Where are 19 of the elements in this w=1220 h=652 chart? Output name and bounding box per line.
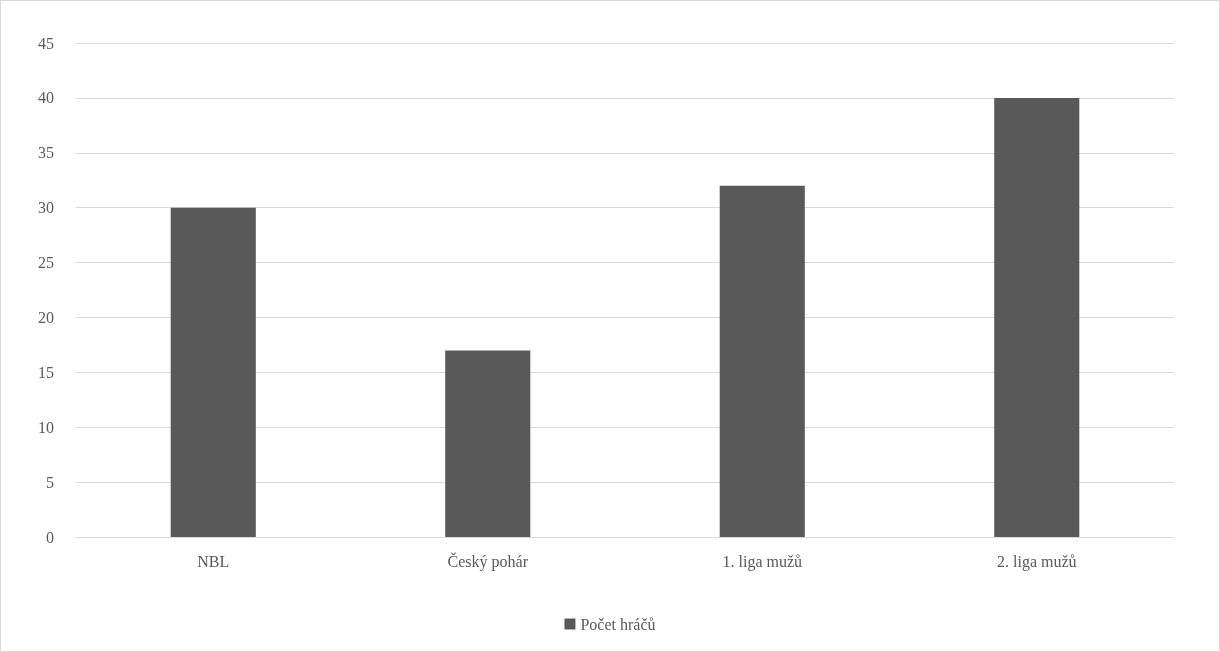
x-tick-label: 1. liga mužů [722, 552, 803, 571]
y-tick-label: 45 [38, 34, 54, 52]
legend-label: Počet hráčů [580, 615, 656, 633]
y-tick-label: 20 [38, 308, 54, 326]
y-tick-label: 25 [38, 254, 54, 272]
y-tick-label: 30 [38, 199, 54, 217]
x-tick-label: 2. liga mužů [996, 552, 1077, 571]
bar [719, 185, 805, 537]
y-tick-label: 15 [38, 363, 54, 381]
y-tick-label: 0 [46, 528, 54, 546]
y-tick-label: 40 [38, 89, 54, 107]
y-tick-label: 35 [38, 144, 54, 162]
x-tick-label: Český pohár [447, 551, 529, 571]
bar [445, 350, 531, 537]
bar [994, 97, 1080, 537]
y-tick-label: 5 [46, 473, 54, 491]
x-tick-label: NBL [197, 552, 230, 570]
bar [170, 207, 256, 537]
y-tick-label: 10 [38, 418, 54, 436]
